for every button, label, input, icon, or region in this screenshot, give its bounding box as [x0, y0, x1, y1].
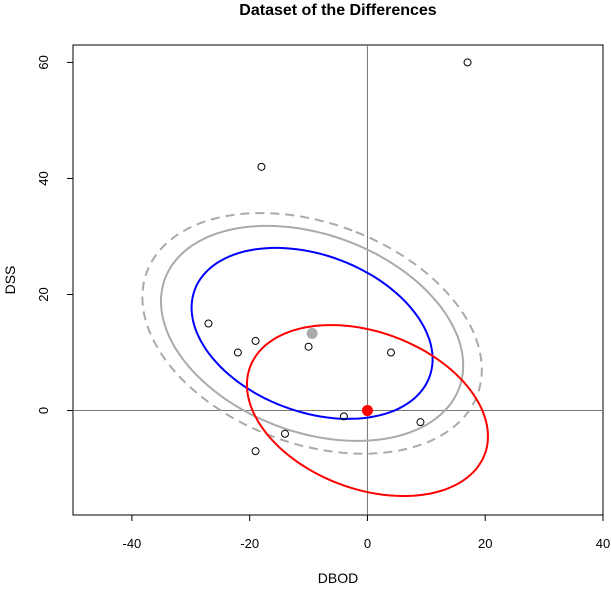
confidence-ellipses	[141, 212, 489, 497]
x-tick-label-0: -40	[122, 536, 141, 551]
ellipse-0	[141, 212, 483, 455]
marker-1	[361, 405, 373, 417]
x-tick-label-1: -20	[240, 536, 259, 551]
data-point-3	[251, 336, 260, 345]
data-point-6	[387, 348, 395, 357]
chart-title: Dataset of the Differences	[239, 2, 436, 19]
plot-frame	[72, 44, 604, 516]
y-tick-label-3: 60	[36, 55, 51, 69]
x-axis: -40 -20 0 20 40	[122, 515, 610, 551]
y-axis: 0 20 40 60	[36, 55, 73, 414]
ellipse-3	[246, 324, 489, 497]
data-point-0	[463, 58, 472, 67]
y-axis-label: DSS	[2, 266, 18, 295]
data-point-10	[251, 447, 260, 456]
y-tick-label-0: 0	[36, 407, 51, 414]
reference-lines	[73, 45, 603, 515]
data-point-7	[339, 412, 348, 421]
ellipse-1	[160, 224, 465, 442]
x-axis-label: DBOD	[318, 570, 358, 586]
x-tick-label-4: 40	[596, 536, 610, 551]
data-point-4	[233, 348, 242, 357]
data-point-1	[257, 162, 266, 171]
data-point-5	[304, 342, 313, 351]
highlight-markers	[306, 327, 373, 417]
x-tick-label-2: 0	[364, 536, 371, 551]
data-point-9	[281, 429, 289, 438]
data-points	[204, 58, 472, 456]
ellipse-2	[190, 246, 434, 420]
marker-0	[306, 327, 318, 339]
data-point-2	[204, 319, 213, 328]
y-tick-label-2: 40	[36, 171, 51, 185]
x-tick-label-3: 20	[478, 536, 492, 551]
y-tick-label-1: 20	[36, 287, 51, 301]
data-point-8	[416, 418, 425, 427]
